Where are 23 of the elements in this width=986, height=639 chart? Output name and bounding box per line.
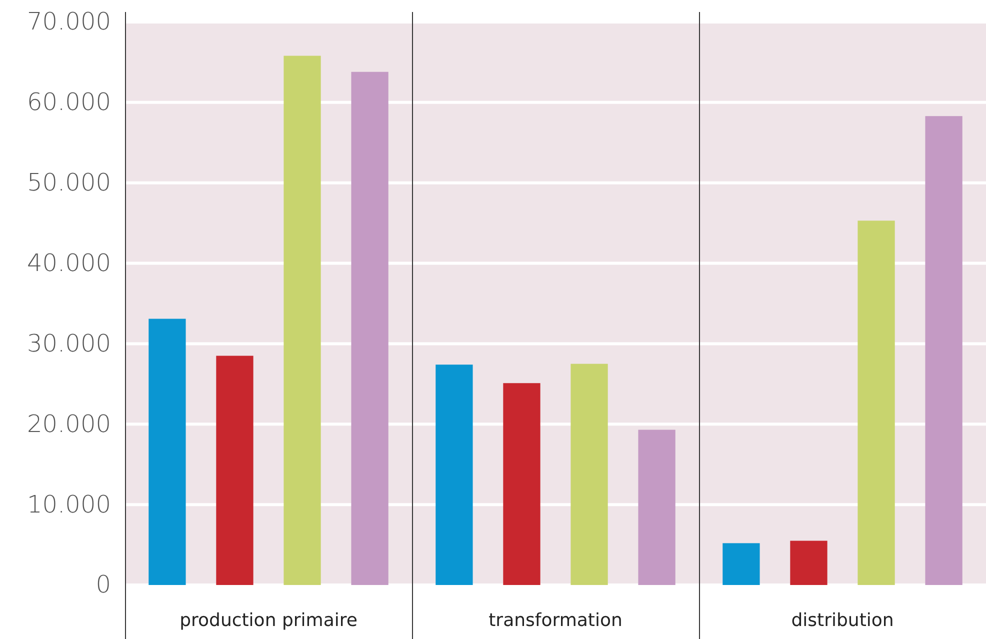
x-tick-label: production primaire xyxy=(180,610,358,631)
bar xyxy=(925,116,962,585)
bar xyxy=(722,543,760,585)
y-tick-label: 10.000 xyxy=(27,490,111,518)
x-tick-label: transformation xyxy=(488,610,622,631)
bar xyxy=(503,383,540,585)
bar xyxy=(570,364,608,585)
x-tick-label: distribution xyxy=(791,610,894,631)
y-tick-label: 70.000 xyxy=(27,8,111,36)
y-tick-label: 50.000 xyxy=(27,168,111,197)
y-tick-label: 40.000 xyxy=(27,248,111,277)
y-tick-label: 20.000 xyxy=(27,410,111,438)
bar xyxy=(148,318,186,585)
bar xyxy=(351,72,388,585)
bar xyxy=(638,430,676,585)
bar xyxy=(284,56,321,585)
bar xyxy=(790,540,828,585)
y-tick-label: 60.000 xyxy=(27,88,111,116)
bar xyxy=(216,356,254,585)
bar xyxy=(436,364,473,585)
bar xyxy=(858,220,895,585)
y-tick-label: 30.000 xyxy=(27,329,111,358)
y-tick-label: 0 xyxy=(96,570,111,599)
